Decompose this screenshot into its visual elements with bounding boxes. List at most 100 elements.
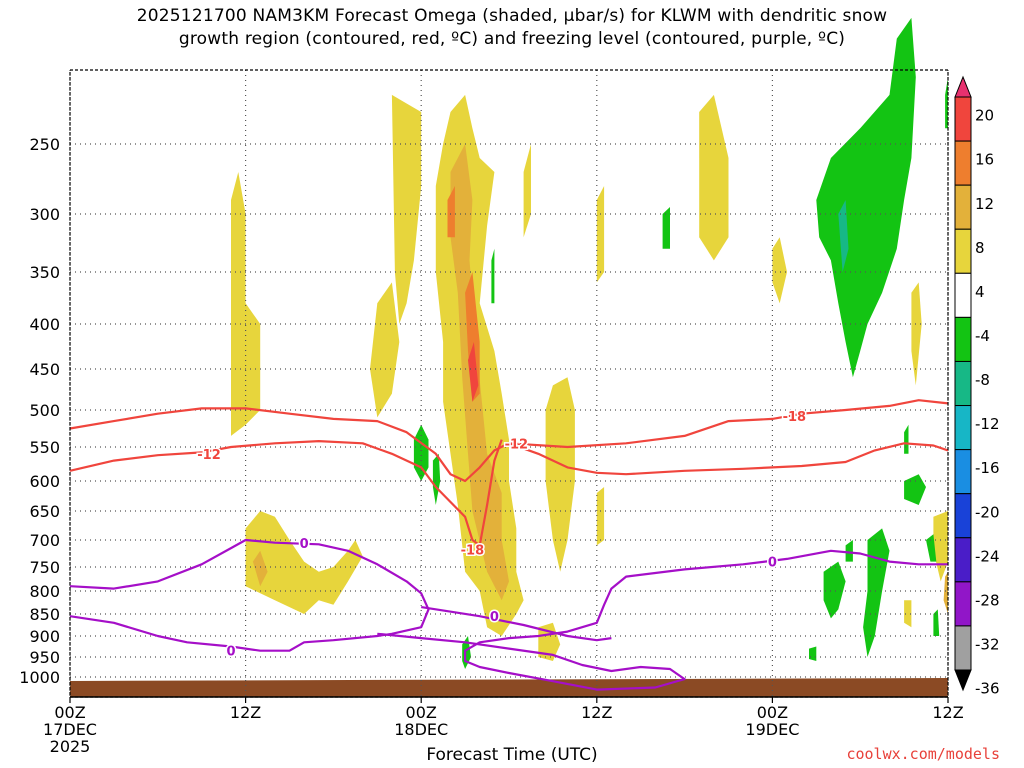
colorbar-segment — [954, 316, 972, 362]
y-tick-label: 1000 — [19, 668, 60, 687]
colorbar-label: 8 — [975, 239, 985, 257]
contour-label: 0 — [768, 556, 777, 571]
omega-shade — [491, 248, 495, 304]
omega-shade — [816, 17, 916, 378]
y-tick-label: 350 — [29, 263, 60, 282]
omega-shading — [231, 17, 948, 669]
omega-shade — [596, 487, 605, 546]
omega-shade — [450, 144, 509, 601]
colorbar-label: 12 — [975, 195, 994, 213]
colorbar-segment — [954, 140, 972, 186]
colorbar-label: 4 — [975, 283, 985, 301]
x-tick-label: 12Z — [932, 703, 963, 722]
omega-shade — [391, 94, 422, 325]
colorbar-segment — [954, 272, 972, 318]
dgz-contour-minus18 — [69, 399, 949, 483]
y-tick-label: 850 — [29, 605, 60, 624]
contour-label: -18 — [461, 544, 485, 559]
y-tick-label: 700 — [29, 531, 60, 550]
y-tick-label: 900 — [29, 627, 60, 646]
colorbar-label: -12 — [975, 415, 1000, 433]
contour-label: -12 — [505, 437, 529, 452]
y-tick-label: 650 — [29, 502, 60, 521]
omega-shade — [823, 561, 846, 619]
x-tick-date: 18DEC — [394, 720, 448, 739]
x-tick-date: 17DEC — [43, 720, 97, 739]
colorbar: 20 16 12 8 4 -4 -8 -12 -16 -20 -24 -28 -32 -36 — [954, 75, 1000, 698]
y-tick-label: 750 — [29, 558, 60, 577]
dgz-contour — [508, 442, 949, 476]
omega-shade — [545, 377, 575, 572]
omega-shade — [933, 511, 948, 582]
x-tick-label: 00Z — [406, 703, 437, 722]
y-tick-label: 450 — [29, 360, 60, 379]
omega-shade — [662, 207, 670, 249]
chart-title-line-2: growth region (contoured, red, ºC) and f… — [178, 29, 846, 49]
colorbar-label: -36 — [975, 680, 1000, 698]
omega-shade — [231, 172, 261, 436]
colorbar-label: -28 — [975, 591, 1000, 609]
ground-surface — [70, 678, 948, 697]
credit-url[interactable]: coolwx.com/models — [846, 745, 1000, 763]
colorbar-label: 16 — [975, 151, 994, 169]
omega-shade — [911, 282, 922, 386]
omega-shade — [933, 609, 940, 636]
colorbar-segment — [954, 625, 972, 671]
colorbar-arrow-bottom — [954, 669, 972, 692]
colorbar-label: -8 — [975, 371, 990, 389]
colorbar-segment — [954, 405, 972, 451]
omega-shade — [699, 94, 729, 261]
colorbar-label: -32 — [975, 636, 1000, 654]
omega-shade — [245, 511, 363, 614]
x-tick-date: 19DEC — [745, 720, 799, 739]
colorbar-segment — [954, 493, 972, 539]
x-tick-label: 12Z — [581, 703, 612, 722]
omega-shade — [596, 186, 605, 283]
omega-shade — [943, 571, 948, 614]
x-axis-label: Forecast Time (UTC) — [426, 745, 598, 765]
colorbar-segment — [954, 360, 972, 407]
contour-label: -18 — [783, 410, 807, 425]
colorbar-label: 20 — [975, 107, 994, 125]
colorbar-segment — [954, 96, 972, 142]
contour-label: 0 — [226, 645, 235, 660]
x-tick-label: 00Z — [54, 703, 85, 722]
colorbar-label: -4 — [975, 327, 990, 345]
omega-shade — [413, 424, 429, 481]
y-tick-label: 550 — [29, 438, 60, 457]
omega-shade — [809, 646, 817, 661]
omega-shade — [468, 342, 479, 402]
chart-title-line-1: 2025121700 NAM3KM Forecast Omega (shaded… — [136, 6, 888, 26]
omega-shade — [904, 424, 909, 454]
y-tick-label: 800 — [29, 582, 60, 601]
y-tick-label: 400 — [29, 315, 60, 334]
dgz-contour-minus12 — [69, 439, 503, 547]
y-tick-label: 300 — [29, 205, 60, 224]
colorbar-segment — [954, 581, 972, 627]
plot-frame — [69, 69, 949, 698]
omega-shade — [838, 200, 849, 272]
omega-shade — [772, 237, 787, 304]
y-tick-label: 250 — [29, 135, 60, 154]
freezing-level-contour — [69, 538, 430, 652]
freezing-level-contour — [421, 606, 612, 642]
y-tick-label: 950 — [29, 648, 60, 667]
x-tick-label: 12Z — [230, 703, 261, 722]
omega-shade — [904, 600, 912, 628]
colorbar-segment — [954, 449, 972, 495]
contour-label: 0 — [490, 610, 499, 625]
omega-shade — [845, 540, 853, 562]
contour-label: -12 — [197, 448, 221, 463]
colorbar-arrow-top — [954, 75, 972, 98]
y-tick-label: 500 — [29, 401, 60, 420]
colorbar-segment — [954, 537, 972, 583]
contour-label: 0 — [300, 537, 309, 552]
omega-shade — [863, 528, 890, 657]
colorbar-segment — [954, 184, 972, 230]
omega-shade — [904, 474, 926, 505]
colorbar-label: -16 — [975, 459, 1000, 477]
y-tick-label: 600 — [29, 472, 60, 491]
x-tick-year: 2025 — [50, 737, 91, 756]
x-tick-label: 00Z — [757, 703, 788, 722]
